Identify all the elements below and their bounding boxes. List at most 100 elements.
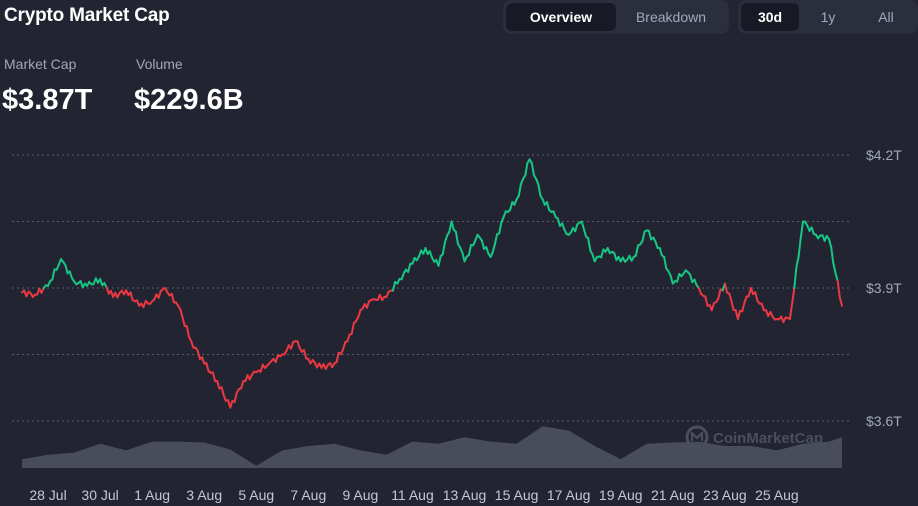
market-cap-line-segment xyxy=(704,295,709,307)
market-cap-line-segment xyxy=(832,262,837,275)
market-cap-line-segment xyxy=(274,353,279,363)
market-cap-line-segment xyxy=(400,272,405,281)
market-cap-line-segment xyxy=(524,162,529,177)
volume-value: $229.6B xyxy=(134,84,244,116)
market-cap-line-segment xyxy=(170,292,175,304)
market-cap-line-segment xyxy=(498,221,503,235)
market-cap-line-segment xyxy=(51,268,56,281)
market-cap-line-segment xyxy=(793,266,798,290)
market-cap-line-segment xyxy=(654,240,659,249)
tab-overview[interactable]: Overview xyxy=(506,3,616,31)
market-cap-line-segment xyxy=(205,362,210,373)
market-cap-line-segment xyxy=(728,292,733,302)
market-cap-line-segment xyxy=(669,274,674,285)
x-tick-label: 17 Aug xyxy=(547,487,591,503)
range-all-button[interactable]: All xyxy=(878,9,894,25)
range-1y-button[interactable]: 1y xyxy=(820,9,836,25)
market-cap-line-segment xyxy=(437,255,442,267)
tab-breakdown[interactable]: Breakdown xyxy=(635,9,707,25)
market-cap-line-segment xyxy=(342,341,347,351)
market-cap-line-segment xyxy=(710,302,715,312)
x-tick-label: 19 Aug xyxy=(599,487,643,503)
market-cap-line-segment xyxy=(641,230,646,243)
market-cap-line-segment xyxy=(444,234,449,243)
x-tick-label: 3 Aug xyxy=(186,487,222,503)
x-tick-label: 9 Aug xyxy=(342,487,378,503)
market-cap-line-segment xyxy=(64,264,69,275)
market-cap-line-segment xyxy=(407,262,412,273)
volume-label: Volume xyxy=(136,56,183,72)
market-cap-line-segment xyxy=(723,282,728,294)
market-cap-line-segment xyxy=(220,386,225,397)
market-cap-line-segment xyxy=(741,301,746,313)
market-cap-line-segment xyxy=(658,247,663,257)
market-cap-line-segment xyxy=(697,287,702,295)
market-cap-line-segment xyxy=(493,233,499,246)
market-cap-line-segment xyxy=(736,309,741,320)
market-cap-line-segment xyxy=(185,325,190,338)
market-cap-line-segment xyxy=(196,349,201,360)
market-cap-line-segment xyxy=(836,279,841,299)
market-cap-line-segment xyxy=(229,399,234,409)
market-cap-line-segment xyxy=(760,302,765,312)
market-cap-line-segment xyxy=(129,291,134,301)
market-cap-line-segment xyxy=(357,309,362,319)
market-cap-line-segment xyxy=(530,162,535,177)
market-cap-line-segment xyxy=(233,391,238,403)
y-tick-label: $3.9T xyxy=(866,280,902,296)
market-cap-line-segment xyxy=(441,240,446,256)
market-cap-line-segment xyxy=(517,183,522,197)
x-tick-label: 23 Aug xyxy=(703,487,747,503)
market-cap-line-segment xyxy=(296,340,301,349)
market-cap-line-segment xyxy=(365,300,371,309)
market-cap-line-segment xyxy=(454,230,459,245)
market-cap-line-segment xyxy=(574,223,579,233)
x-tick-label: 5 Aug xyxy=(238,487,274,503)
market-cap-line-segment xyxy=(303,349,308,360)
market-cap-line-segment xyxy=(467,244,472,256)
market-cap-line-segment xyxy=(797,236,802,258)
market-cap-line-segment xyxy=(834,272,839,282)
market-cap-line-segment xyxy=(799,220,804,239)
x-tick-label: 11 Aug xyxy=(391,487,434,503)
x-tick-label: 7 Aug xyxy=(290,487,326,503)
market-cap-label: Market Cap xyxy=(4,56,77,72)
market-cap-line-segment xyxy=(828,238,833,249)
market-cap-line-segment xyxy=(240,380,245,390)
market-cap-line-segment xyxy=(502,210,507,219)
x-tick-label: 28 Jul xyxy=(29,487,66,503)
market-cap-line-segment xyxy=(346,333,351,343)
x-tick-label: 1 Aug xyxy=(134,487,170,503)
market-cap-line-segment xyxy=(676,272,681,283)
market-cap-value: $3.87T xyxy=(2,84,93,116)
coinmarketcap-logo-icon xyxy=(685,425,709,449)
range-30d-button[interactable]: 30d xyxy=(741,3,799,31)
market-cap-line-segment xyxy=(335,351,340,363)
x-tick-label: 30 Jul xyxy=(81,487,118,503)
market-cap-line-segment xyxy=(201,356,206,365)
range-tabs: 30d 1y All xyxy=(738,0,918,34)
coinmarketcap-watermark: CoinMarketCap xyxy=(685,425,823,449)
view-tabs: Overview Breakdown xyxy=(503,0,729,34)
watermark-text: CoinMarketCap xyxy=(713,430,823,447)
x-tick-label: 13 Aug xyxy=(443,487,487,503)
market-cap-line-segment xyxy=(222,394,227,402)
market-cap-line-segment xyxy=(350,322,355,335)
market-cap-line-segment xyxy=(795,255,800,269)
market-cap-line-segment xyxy=(485,246,490,255)
market-cap-line-segment xyxy=(693,278,698,287)
market-cap-line-segment xyxy=(689,273,694,284)
market-cap-line-segment xyxy=(392,281,397,292)
market-cap-line-segment xyxy=(743,295,748,304)
market-cap-line-segment xyxy=(450,220,455,231)
market-cap-line-segment xyxy=(211,371,217,383)
market-cap-line-segment xyxy=(717,288,722,300)
market-cap-line-segment xyxy=(582,228,587,238)
market-cap-line-segment xyxy=(788,302,794,320)
market-cap-line-segment xyxy=(68,270,73,279)
market-cap-line-segment xyxy=(600,248,605,259)
market-cap-line-segment xyxy=(754,291,759,302)
market-cap-line-segment xyxy=(587,237,592,252)
market-cap-line-segment xyxy=(509,201,514,211)
